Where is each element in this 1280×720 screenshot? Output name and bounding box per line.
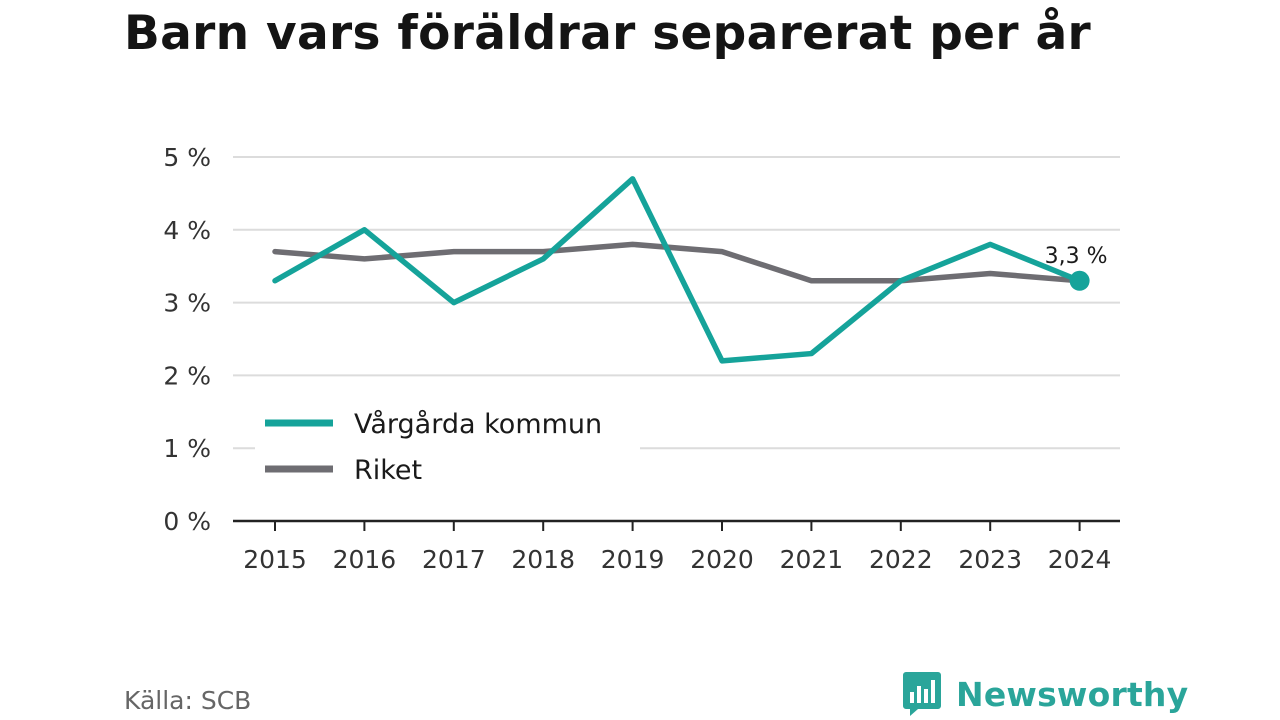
legend-background: [255, 398, 640, 496]
annotations: 3,3 %: [1045, 244, 1108, 291]
x-tick-label: 2019: [601, 545, 665, 574]
x-tick-label: 2018: [511, 545, 575, 574]
legend-label: Riket: [354, 455, 422, 486]
x-tick-label: 2015: [243, 545, 307, 574]
bar-chart-badge-icon: [903, 672, 941, 716]
end-value-label: 3,3 %: [1045, 244, 1108, 269]
y-tick-label: 4 %: [163, 216, 211, 245]
series-line-vargarda: [272, 176, 1083, 364]
series-lines: [272, 176, 1083, 364]
y-tick-label: 0 %: [163, 507, 211, 536]
x-tick-label: 2016: [333, 545, 397, 574]
y-axis-ticks: 0 % 1 % 2 % 3 % 4 % 5 %: [163, 143, 211, 536]
brand-logo-block: Newsworthy: [902, 670, 1188, 718]
legend: Vårgårda kommun Riket: [255, 398, 640, 496]
x-axis: 2015 2016 2017 2018 2019 2020 2021 2022 2023 2024: [233, 519, 1120, 574]
x-tick-label: 2021: [780, 545, 844, 574]
y-tick-label: 2 %: [163, 361, 211, 390]
series-line-riket: [272, 241, 1083, 284]
y-tick-label: 5 %: [163, 143, 211, 172]
x-tick-label: 2023: [958, 545, 1022, 574]
x-tick-label: 2024: [1048, 545, 1112, 574]
source-note: Källa: SCB: [124, 686, 252, 715]
end-point-marker: [1069, 270, 1090, 291]
x-tick-label: 2020: [690, 545, 754, 574]
legend-label: Vårgårda kommun: [354, 409, 602, 440]
y-tick-label: 1 %: [163, 434, 211, 463]
y-tick-label: 3 %: [163, 289, 211, 318]
brand-name: Newsworthy: [956, 674, 1189, 714]
x-tick-label: 2022: [869, 545, 933, 574]
chart-title: Barn vars föräldrar separerat per år: [124, 6, 1091, 61]
x-tick-label: 2017: [422, 545, 486, 574]
